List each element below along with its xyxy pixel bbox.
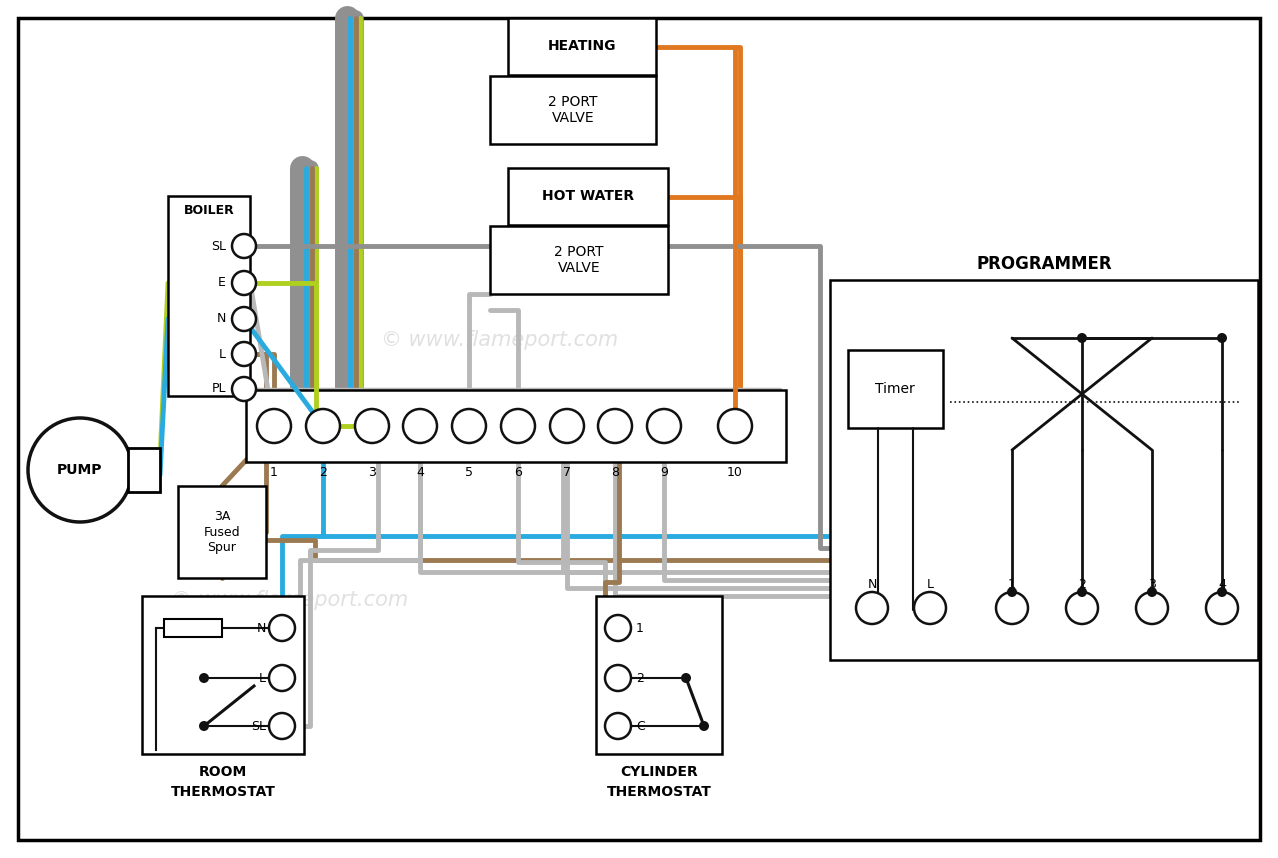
- Circle shape: [1066, 592, 1098, 624]
- Bar: [178, 486, 266, 578]
- Text: C: C: [636, 720, 644, 733]
- Circle shape: [233, 342, 256, 366]
- Bar: [507, 168, 668, 225]
- Text: ROOM: ROOM: [199, 765, 247, 779]
- Text: L: L: [259, 672, 266, 685]
- Circle shape: [856, 592, 888, 624]
- Bar: [849, 350, 943, 428]
- Circle shape: [1077, 333, 1088, 343]
- Circle shape: [28, 418, 132, 522]
- Text: CYLINDER: CYLINDER: [620, 765, 698, 779]
- Text: 10: 10: [727, 466, 743, 479]
- Text: 2: 2: [636, 672, 644, 685]
- Bar: [507, 18, 656, 75]
- Text: © www.flameport.com: © www.flameport.com: [381, 330, 619, 350]
- Text: N: N: [868, 577, 877, 590]
- Circle shape: [647, 409, 681, 443]
- Bar: [245, 390, 786, 462]
- Bar: [167, 196, 250, 396]
- Circle shape: [681, 673, 691, 683]
- Text: L: L: [219, 347, 226, 360]
- Text: 3: 3: [1148, 577, 1155, 590]
- Text: 9: 9: [659, 466, 668, 479]
- Circle shape: [604, 665, 631, 691]
- Circle shape: [604, 615, 631, 641]
- Circle shape: [718, 409, 751, 443]
- Text: 4: 4: [417, 466, 424, 479]
- Text: 2 PORT
VALVE: 2 PORT VALVE: [555, 245, 603, 275]
- Circle shape: [1217, 333, 1227, 343]
- Circle shape: [268, 615, 295, 641]
- Circle shape: [199, 673, 210, 683]
- Circle shape: [257, 409, 291, 443]
- Text: 6: 6: [514, 466, 521, 479]
- Bar: [128, 448, 160, 492]
- Bar: [489, 76, 656, 144]
- Text: 3: 3: [368, 466, 376, 479]
- Bar: [489, 226, 668, 294]
- Text: 7: 7: [564, 466, 571, 479]
- Text: N: N: [217, 312, 226, 325]
- Circle shape: [598, 409, 633, 443]
- Text: 5: 5: [465, 466, 473, 479]
- Text: 2: 2: [1079, 577, 1086, 590]
- Circle shape: [501, 409, 535, 443]
- Circle shape: [604, 713, 631, 739]
- Circle shape: [1007, 587, 1017, 597]
- Text: © www.flameport.com: © www.flameport.com: [171, 590, 409, 610]
- Circle shape: [233, 307, 256, 331]
- Circle shape: [199, 721, 210, 731]
- Text: HEATING: HEATING: [548, 39, 616, 53]
- Circle shape: [355, 409, 389, 443]
- Text: 4: 4: [1218, 577, 1226, 590]
- Circle shape: [1217, 587, 1227, 597]
- Circle shape: [699, 721, 709, 731]
- Text: Timer: Timer: [875, 382, 915, 396]
- Text: THERMOSTAT: THERMOSTAT: [170, 785, 276, 799]
- Text: 8: 8: [611, 466, 619, 479]
- Text: HOT WATER: HOT WATER: [542, 190, 634, 203]
- Text: 1: 1: [1008, 577, 1016, 590]
- Text: L: L: [927, 577, 933, 590]
- Circle shape: [914, 592, 946, 624]
- Text: PUMP: PUMP: [58, 463, 102, 477]
- Text: N: N: [257, 621, 266, 635]
- Text: PROGRAMMER: PROGRAMMER: [976, 255, 1112, 273]
- Circle shape: [233, 271, 256, 295]
- Circle shape: [1136, 592, 1168, 624]
- Bar: [829, 280, 1258, 660]
- Text: PL: PL: [211, 383, 226, 396]
- Circle shape: [1146, 587, 1157, 597]
- Bar: [596, 596, 722, 754]
- Text: 1: 1: [270, 466, 277, 479]
- Circle shape: [233, 234, 256, 258]
- Text: THERMOSTAT: THERMOSTAT: [607, 785, 712, 799]
- Text: BOILER: BOILER: [184, 203, 234, 216]
- Circle shape: [996, 592, 1028, 624]
- Circle shape: [1077, 587, 1088, 597]
- Bar: [164, 619, 222, 637]
- Text: SL: SL: [250, 720, 266, 733]
- Text: 2: 2: [320, 466, 327, 479]
- Circle shape: [268, 665, 295, 691]
- Circle shape: [452, 409, 486, 443]
- Circle shape: [305, 409, 340, 443]
- Circle shape: [403, 409, 437, 443]
- Circle shape: [233, 377, 256, 401]
- Circle shape: [268, 713, 295, 739]
- Circle shape: [1206, 592, 1238, 624]
- Bar: [142, 596, 304, 754]
- Text: 3A
Fused
Spur: 3A Fused Spur: [203, 511, 240, 553]
- Text: 2 PORT
VALVE: 2 PORT VALVE: [548, 95, 598, 125]
- Text: E: E: [219, 276, 226, 289]
- Text: SL: SL: [211, 239, 226, 252]
- Text: 1: 1: [636, 621, 644, 635]
- Circle shape: [550, 409, 584, 443]
